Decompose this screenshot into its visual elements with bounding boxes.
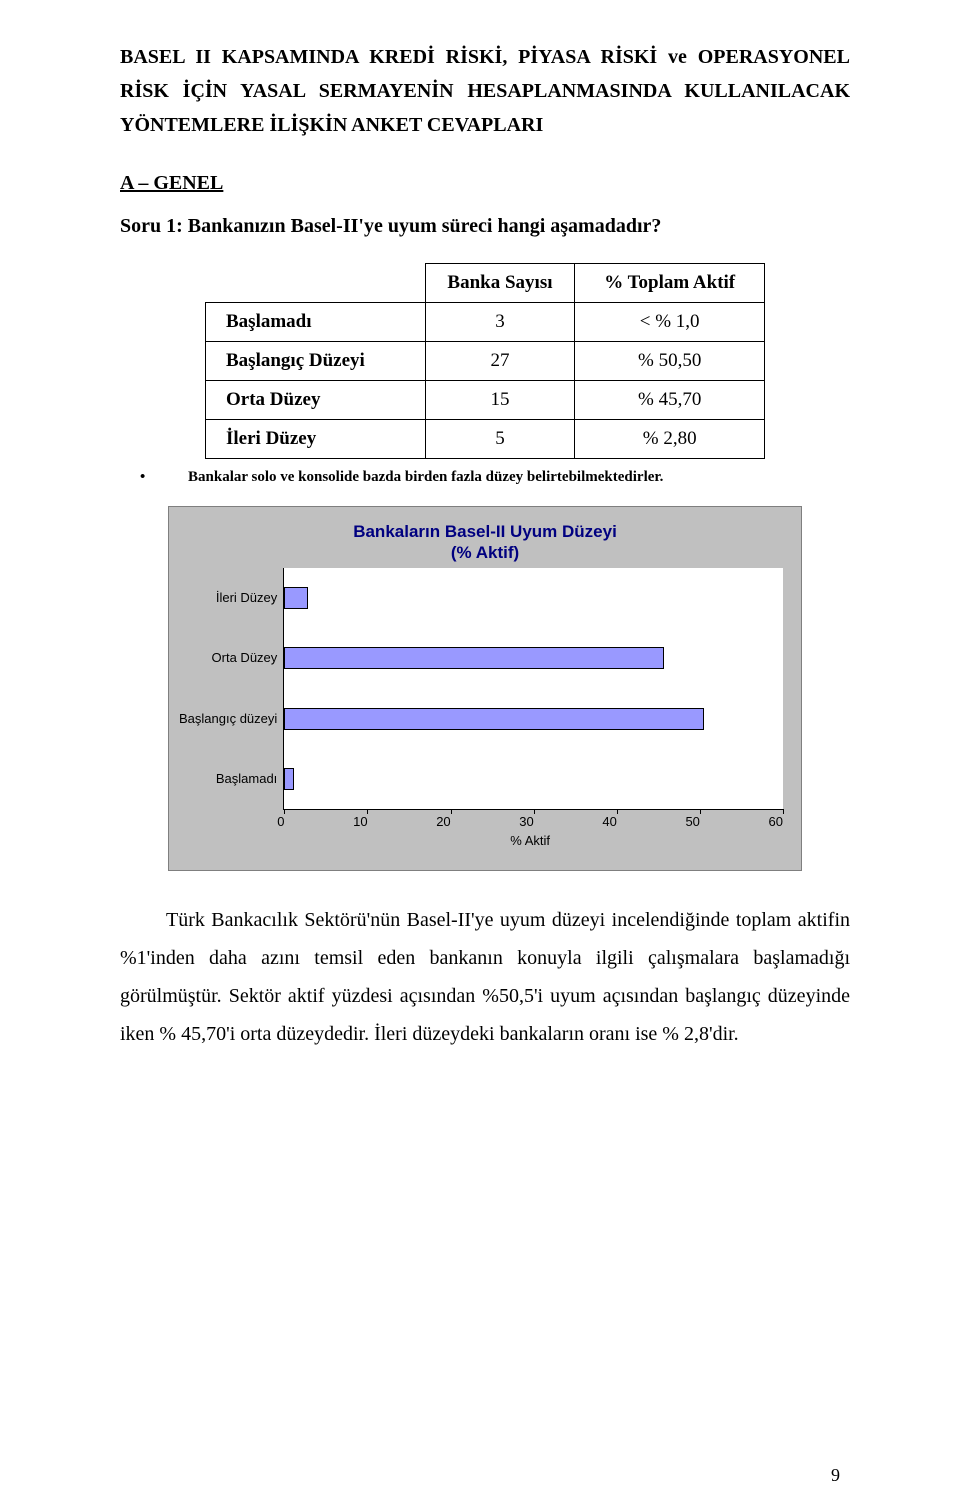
chart-x-tick-label: 40 bbox=[602, 814, 616, 829]
chart-x-tick-label: 60 bbox=[769, 814, 783, 829]
table-header-row: Banka Sayısı % Toplam Aktif bbox=[206, 264, 765, 303]
chart-x-tick bbox=[284, 809, 285, 814]
chart-x-tick bbox=[700, 809, 701, 814]
y-label: Başlangıç düzeyi bbox=[179, 691, 277, 747]
chart-x-axis-row: Başlangıç düzeyi 0102030405060 % Aktif bbox=[173, 810, 797, 866]
table-row: İleri Düzey 5 % 2,80 bbox=[206, 420, 765, 459]
section-heading: A – GENEL bbox=[120, 172, 850, 195]
chart-plot-area bbox=[283, 568, 783, 810]
row-count: 15 bbox=[425, 381, 575, 420]
chart-x-tick bbox=[367, 809, 368, 814]
chart-x-tick bbox=[451, 809, 452, 814]
chart-bar-slot bbox=[284, 628, 783, 689]
chart-x-tick-label: 30 bbox=[519, 814, 533, 829]
row-count: 27 bbox=[425, 342, 575, 381]
chart-bar bbox=[284, 587, 307, 609]
y-label: Başlamadı bbox=[179, 751, 277, 807]
chart-x-tick bbox=[617, 809, 618, 814]
chart-inner: Bankaların Basel-II Uyum Düzeyi (% Aktif… bbox=[173, 511, 797, 866]
table-row: Başlangıç Düzeyi 27 % 50,50 bbox=[206, 342, 765, 381]
table-header-pct: % Toplam Aktif bbox=[575, 264, 765, 303]
survey-table: Banka Sayısı % Toplam Aktif Başlamadı 3 … bbox=[205, 263, 765, 459]
chart-x-tick-label: 0 bbox=[277, 814, 284, 829]
row-count: 3 bbox=[425, 303, 575, 342]
row-pct: % 2,80 bbox=[575, 420, 765, 459]
body-paragraph: Türk Bankacılık Sektörü'nün Basel-II'ye … bbox=[120, 901, 850, 1053]
question-1: Soru 1: Bankanızın Basel-II'ye uyum süre… bbox=[120, 209, 850, 243]
chart-x-tick-label: 20 bbox=[436, 814, 450, 829]
row-label: Orta Düzey bbox=[206, 381, 426, 420]
chart-title-line1: Bankaların Basel-II Uyum Düzeyi bbox=[353, 522, 617, 541]
chart-bar-slot bbox=[284, 689, 783, 750]
footnote-text: Bankalar solo ve konsolide bazda birden … bbox=[188, 469, 663, 485]
row-pct: % 45,70 bbox=[575, 381, 765, 420]
chart-panel: Bankaların Basel-II Uyum Düzeyi (% Aktif… bbox=[168, 506, 802, 871]
chart-y-labels: İleri Düzey Orta Düzey Başlangıç düzeyi … bbox=[179, 568, 283, 810]
chart-bar bbox=[284, 647, 664, 669]
row-label: Başlamadı bbox=[206, 303, 426, 342]
y-label: Orta Düzey bbox=[179, 630, 277, 686]
table-header-empty bbox=[206, 264, 426, 303]
table-row: Orta Düzey 15 % 45,70 bbox=[206, 381, 765, 420]
chart-bar bbox=[284, 708, 704, 730]
chart-bar bbox=[284, 768, 294, 790]
chart-x-tick-label: 50 bbox=[685, 814, 699, 829]
table-footnote: •Bankalar solo ve konsolide bazda birden… bbox=[164, 469, 850, 486]
chart-x-title: % Aktif bbox=[277, 829, 783, 856]
chart-bar-slot bbox=[284, 568, 783, 629]
row-label: İleri Düzey bbox=[206, 420, 426, 459]
chart-x-tick bbox=[534, 809, 535, 814]
chart-title-line2: (% Aktif) bbox=[451, 543, 519, 562]
row-pct: % 50,50 bbox=[575, 342, 765, 381]
chart-plot-row: İleri Düzey Orta Düzey Başlangıç düzeyi … bbox=[173, 568, 797, 810]
table-row: Başlamadı 3 < % 1,0 bbox=[206, 303, 765, 342]
chart-x-tick-label: 10 bbox=[353, 814, 367, 829]
row-label: Başlangıç Düzeyi bbox=[206, 342, 426, 381]
bullet-icon: • bbox=[164, 469, 188, 486]
document-title: BASEL II KAPSAMINDA KREDİ RİSKİ, PİYASA … bbox=[120, 40, 850, 142]
row-pct: < % 1,0 bbox=[575, 303, 765, 342]
chart-x-tick bbox=[783, 809, 784, 814]
chart-x-axis: 0 10 20 30 40 50 60 % Aktif bbox=[277, 810, 783, 866]
row-count: 5 bbox=[425, 420, 575, 459]
table-header-count: Banka Sayısı bbox=[425, 264, 575, 303]
page: BASEL II KAPSAMINDA KREDİ RİSKİ, PİYASA … bbox=[0, 0, 960, 1510]
chart-bar-slot bbox=[284, 749, 783, 810]
y-label: İleri Düzey bbox=[179, 570, 277, 626]
page-number: 9 bbox=[831, 1465, 840, 1486]
chart-title: Bankaların Basel-II Uyum Düzeyi (% Aktif… bbox=[173, 511, 797, 568]
